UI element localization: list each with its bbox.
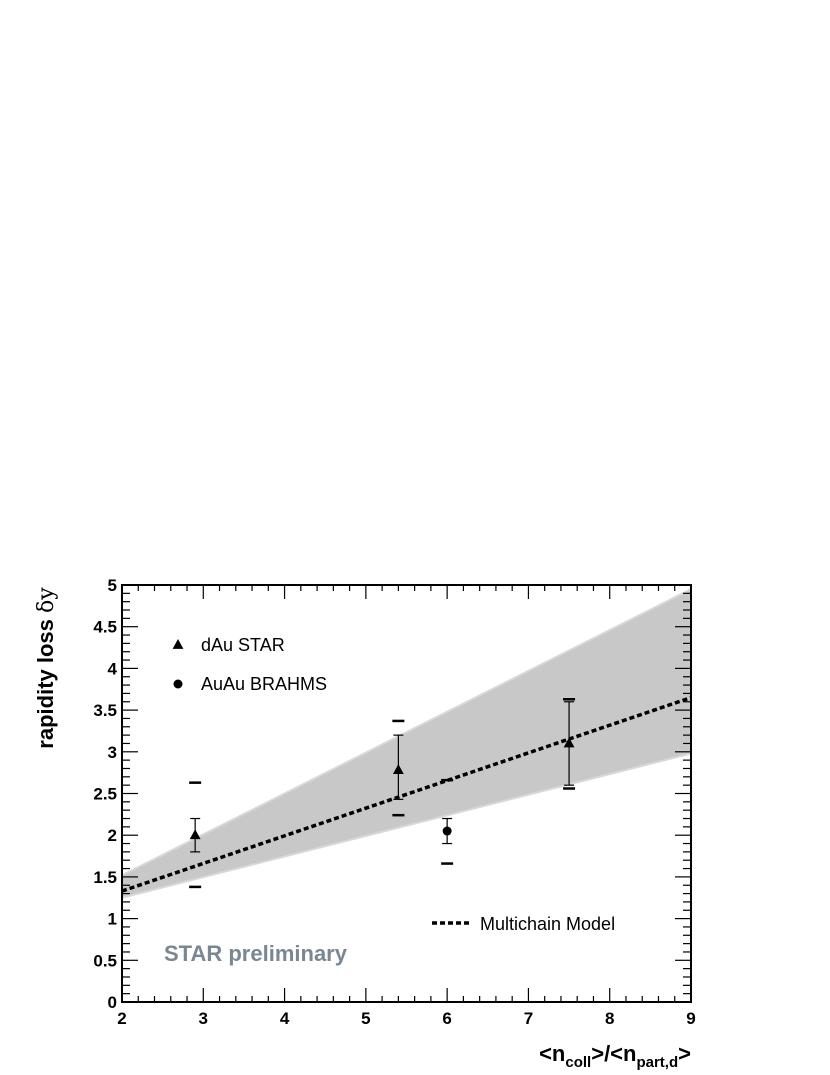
x-tick-label: 3 [199,1009,208,1028]
x-tick-label: 4 [280,1009,290,1028]
y-tick-label: 0 [108,993,117,1012]
y-tick-label: 2.5 [93,785,117,804]
y-tick-label: 4 [108,659,118,678]
tick-layer [121,584,692,1003]
x-tick-label: 6 [442,1009,451,1028]
y-axis-title: rapidity loss δy [33,587,59,749]
y-tick-label: 1 [108,910,117,929]
y-tick-label: 1.5 [93,868,117,887]
marker-layer [189,737,575,840]
x-tick-label: 7 [524,1009,533,1028]
model-line-layer [121,695,692,893]
legend-marker-triangle [172,639,184,649]
tick-label-layer: 2 3 4 5 6 7 8 9 0 0.5 1 1.5 2 2.5 3 3.5 4 4.5 5 [93,576,695,1028]
y-tick-label: 2 [108,826,117,845]
legend: dAu STAR AuAu BRAHMS Multichain Model [172,635,615,934]
legend-label-multichain-model: Multichain Model [480,914,615,934]
y-tick-label: 4.5 [93,618,117,637]
x-tick-label: 5 [361,1009,370,1028]
x-tick-label: 2 [117,1009,126,1028]
x-tick-label: 8 [605,1009,614,1028]
legend-label-dau-star: dAu STAR [201,635,285,655]
y-tick-label: 3.5 [93,701,117,720]
data-point-triangle [563,737,575,748]
legend-marker-circle [173,679,183,689]
x-axis-title: <ncoll>/<npart,d> [539,1041,691,1071]
x-tick-label: 9 [686,1009,695,1028]
data-point-triangle [189,829,201,840]
y-tick-label: 3 [108,743,117,762]
y-tick-label: 5 [108,576,117,595]
data-point-triangle [392,764,404,775]
star-preliminary-annotation: STAR preliminary [164,941,348,966]
data-point-circle [442,826,452,836]
y-tick-label: 0.5 [93,951,117,970]
legend-label-auau-brahms: AuAu BRAHMS [201,674,327,694]
multichain-model-line [121,695,692,893]
